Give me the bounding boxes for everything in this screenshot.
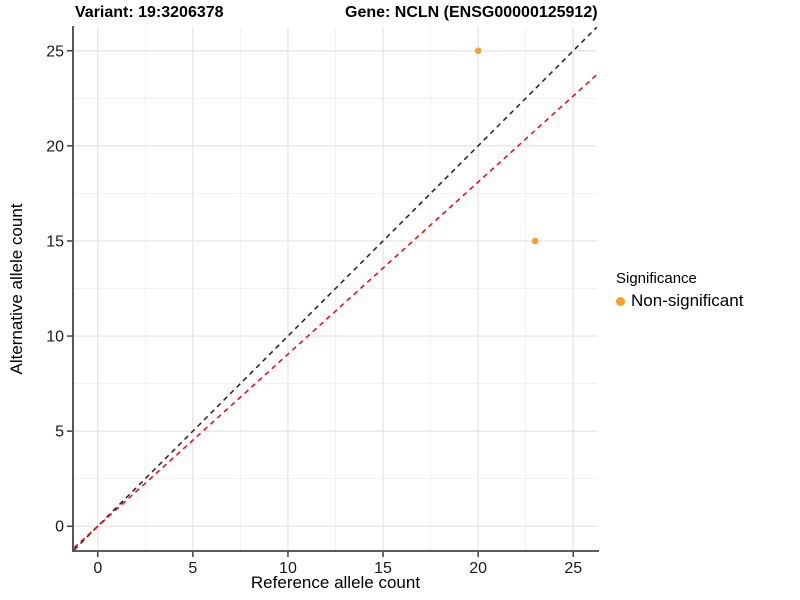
x-tick-label: 10	[279, 560, 297, 577]
x-tick-label: 20	[469, 560, 487, 577]
x-tick-label: 25	[564, 560, 582, 577]
y-tick-label: 15	[46, 233, 64, 250]
identity-line	[74, 27, 597, 550]
y-tick-label: 5	[55, 424, 64, 441]
legend-title: Significance	[616, 270, 697, 287]
x-tick-label: 0	[93, 560, 102, 577]
data-point	[531, 237, 539, 245]
gene-title: Gene: NCLN (ENSG00000125912)	[345, 4, 598, 21]
variant-title: Variant: 19:3206378	[75, 4, 224, 21]
y-tick-label: 0	[55, 519, 64, 536]
y-tick-label: 10	[46, 329, 64, 346]
x-tick-label: 5	[188, 560, 197, 577]
legend: Significance Non-significant	[616, 270, 743, 311]
data-point	[474, 47, 482, 55]
y-tick-label: 20	[46, 138, 64, 155]
legend-item-label: Non-significant	[631, 291, 744, 310]
legend-item-non-significant: Non-significant	[616, 291, 743, 311]
y-axis-title: Alternative allele count	[7, 203, 26, 375]
x-axis-title: Reference allele count	[250, 573, 421, 592]
x-tick-label: 15	[374, 560, 392, 577]
y-tick-label: 25	[46, 43, 64, 60]
legend-point-icon	[616, 296, 625, 306]
expected-ratio-line	[74, 73, 597, 549]
